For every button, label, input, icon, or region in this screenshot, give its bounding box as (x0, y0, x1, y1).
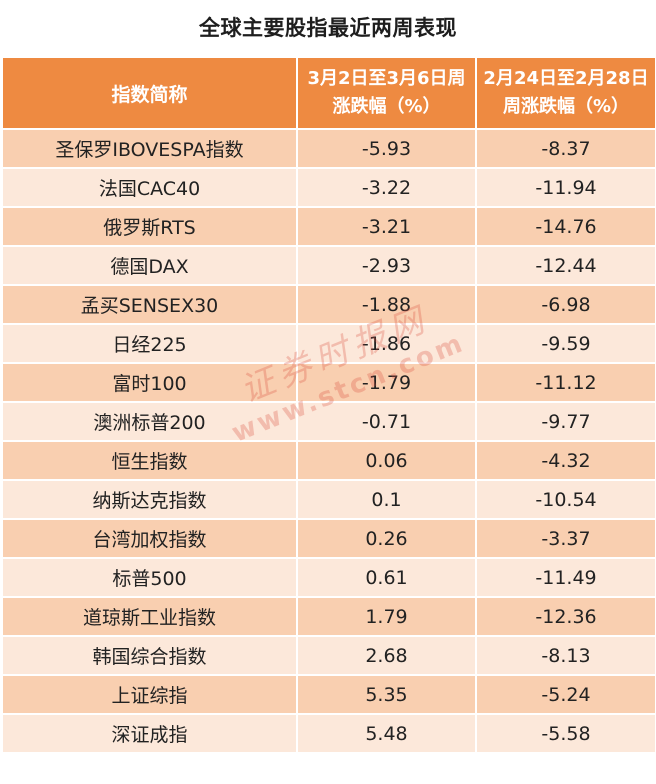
week1-change-cell: 5.35 (296, 674, 477, 715)
table-row: 澳洲标普200 -0.71 -9.77 (1, 401, 656, 442)
index-name-cell: 法国CAC40 (1, 167, 298, 208)
week1-change-cell: -0.71 (296, 401, 477, 442)
week1-change-cell: -5.93 (296, 128, 477, 169)
week1-change-cell: -3.21 (296, 206, 477, 247)
header-row: 指数简称 3月2日至3月6日周 涨跌幅（%） 2月24日至2月28日 周涨跌幅（… (1, 56, 656, 130)
week2-change-cell: -3.37 (475, 518, 656, 559)
table-row: 富时100 -1.79 -11.12 (1, 362, 656, 403)
header-week2-change: 2月24日至2月28日 周涨跌幅（%） (475, 56, 656, 130)
index-name-cell: 孟买SENSEX30 (1, 284, 298, 325)
table-row: 德国DAX -2.93 -12.44 (1, 245, 656, 286)
table-row: 孟买SENSEX30 -1.88 -6.98 (1, 284, 656, 325)
week2-change-cell: -8.13 (475, 635, 656, 676)
header-week2-line2: 周涨跌幅（%） (502, 96, 630, 117)
table-title: 全球主要股指最近两周表现 (199, 16, 457, 40)
table-row: 深证成指 5.48 -5.58 (1, 713, 656, 754)
header-week2-line1: 2月24日至2月28日 (483, 68, 649, 89)
index-name-cell: 俄罗斯RTS (1, 206, 298, 247)
table-row: 标普500 0.61 -11.49 (1, 557, 656, 598)
header-week1-line1: 3月2日至3月6日周 (307, 68, 466, 89)
week2-change-cell: -10.54 (475, 479, 656, 520)
week2-change-cell: -8.37 (475, 128, 656, 169)
table-row: 纳斯达克指数 0.1 -10.54 (1, 479, 656, 520)
header-index-name: 指数简称 (1, 56, 298, 130)
week1-change-cell: 5.48 (296, 713, 477, 754)
header-index-name-label: 指数简称 (111, 83, 188, 106)
week1-change-cell: 0.26 (296, 518, 477, 559)
week2-change-cell: -4.32 (475, 440, 656, 481)
week2-change-cell: -11.94 (475, 167, 656, 208)
table-row: 法国CAC40 -3.22 -11.94 (1, 167, 656, 208)
week1-change-cell: 1.79 (296, 596, 477, 637)
week1-change-cell: 2.68 (296, 635, 477, 676)
index-name-cell: 道琼斯工业指数 (1, 596, 298, 637)
week2-change-cell: -11.12 (475, 362, 656, 403)
index-name-cell: 恒生指数 (1, 440, 298, 481)
week1-change-cell: -1.86 (296, 323, 477, 364)
index-name-cell: 台湾加权指数 (1, 518, 298, 559)
index-name-cell: 上证综指 (1, 674, 298, 715)
table-row: 道琼斯工业指数 1.79 -12.36 (1, 596, 656, 637)
header-week1-line2: 涨跌幅（%） (332, 96, 441, 117)
table-body: 圣保罗IBOVESPA指数 -5.93 -8.37 法国CAC40 -3.22 -11.9… (1, 128, 656, 754)
table-row: 上证综指 5.35 -5.24 (1, 674, 656, 715)
table-row: 恒生指数 0.06 -4.32 (1, 440, 656, 481)
index-name-cell: 富时100 (1, 362, 298, 403)
index-name-cell: 深证成指 (1, 713, 298, 754)
week2-change-cell: -12.36 (475, 596, 656, 637)
index-name-cell: 日经225 (1, 323, 298, 364)
week1-change-cell: -1.79 (296, 362, 477, 403)
index-name-cell: 圣保罗IBOVESPA指数 (1, 128, 298, 169)
week2-change-cell: -9.77 (475, 401, 656, 442)
index-name-cell: 标普500 (1, 557, 298, 598)
table-row: 圣保罗IBOVESPA指数 -5.93 -8.37 (1, 128, 656, 169)
table-row: 俄罗斯RTS -3.21 -14.76 (1, 206, 656, 247)
week2-change-cell: -5.24 (475, 674, 656, 715)
index-name-cell: 德国DAX (1, 245, 298, 286)
week1-change-cell: -3.22 (296, 167, 477, 208)
week1-change-cell: 0.61 (296, 557, 477, 598)
table-row: 日经225 -1.86 -9.59 (1, 323, 656, 364)
index-performance-table: 指数简称 3月2日至3月6日周 涨跌幅（%） 2月24日至2月28日 周涨跌幅（… (1, 56, 656, 754)
header-week1-change: 3月2日至3月6日周 涨跌幅（%） (296, 56, 477, 130)
week2-change-cell: -14.76 (475, 206, 656, 247)
table-row: 台湾加权指数 0.26 -3.37 (1, 518, 656, 559)
week2-change-cell: -6.98 (475, 284, 656, 325)
week1-change-cell: 0.06 (296, 440, 477, 481)
week1-change-cell: -1.88 (296, 284, 477, 325)
index-name-cell: 韩国综合指数 (1, 635, 298, 676)
week2-change-cell: -9.59 (475, 323, 656, 364)
week2-change-cell: -5.58 (475, 713, 656, 754)
week2-change-cell: -12.44 (475, 245, 656, 286)
week1-change-cell: -2.93 (296, 245, 477, 286)
table-row: 韩国综合指数 2.68 -8.13 (1, 635, 656, 676)
week2-change-cell: -11.49 (475, 557, 656, 598)
week1-change-cell: 0.1 (296, 479, 477, 520)
index-name-cell: 澳洲标普200 (1, 401, 298, 442)
index-name-cell: 纳斯达克指数 (1, 479, 298, 520)
